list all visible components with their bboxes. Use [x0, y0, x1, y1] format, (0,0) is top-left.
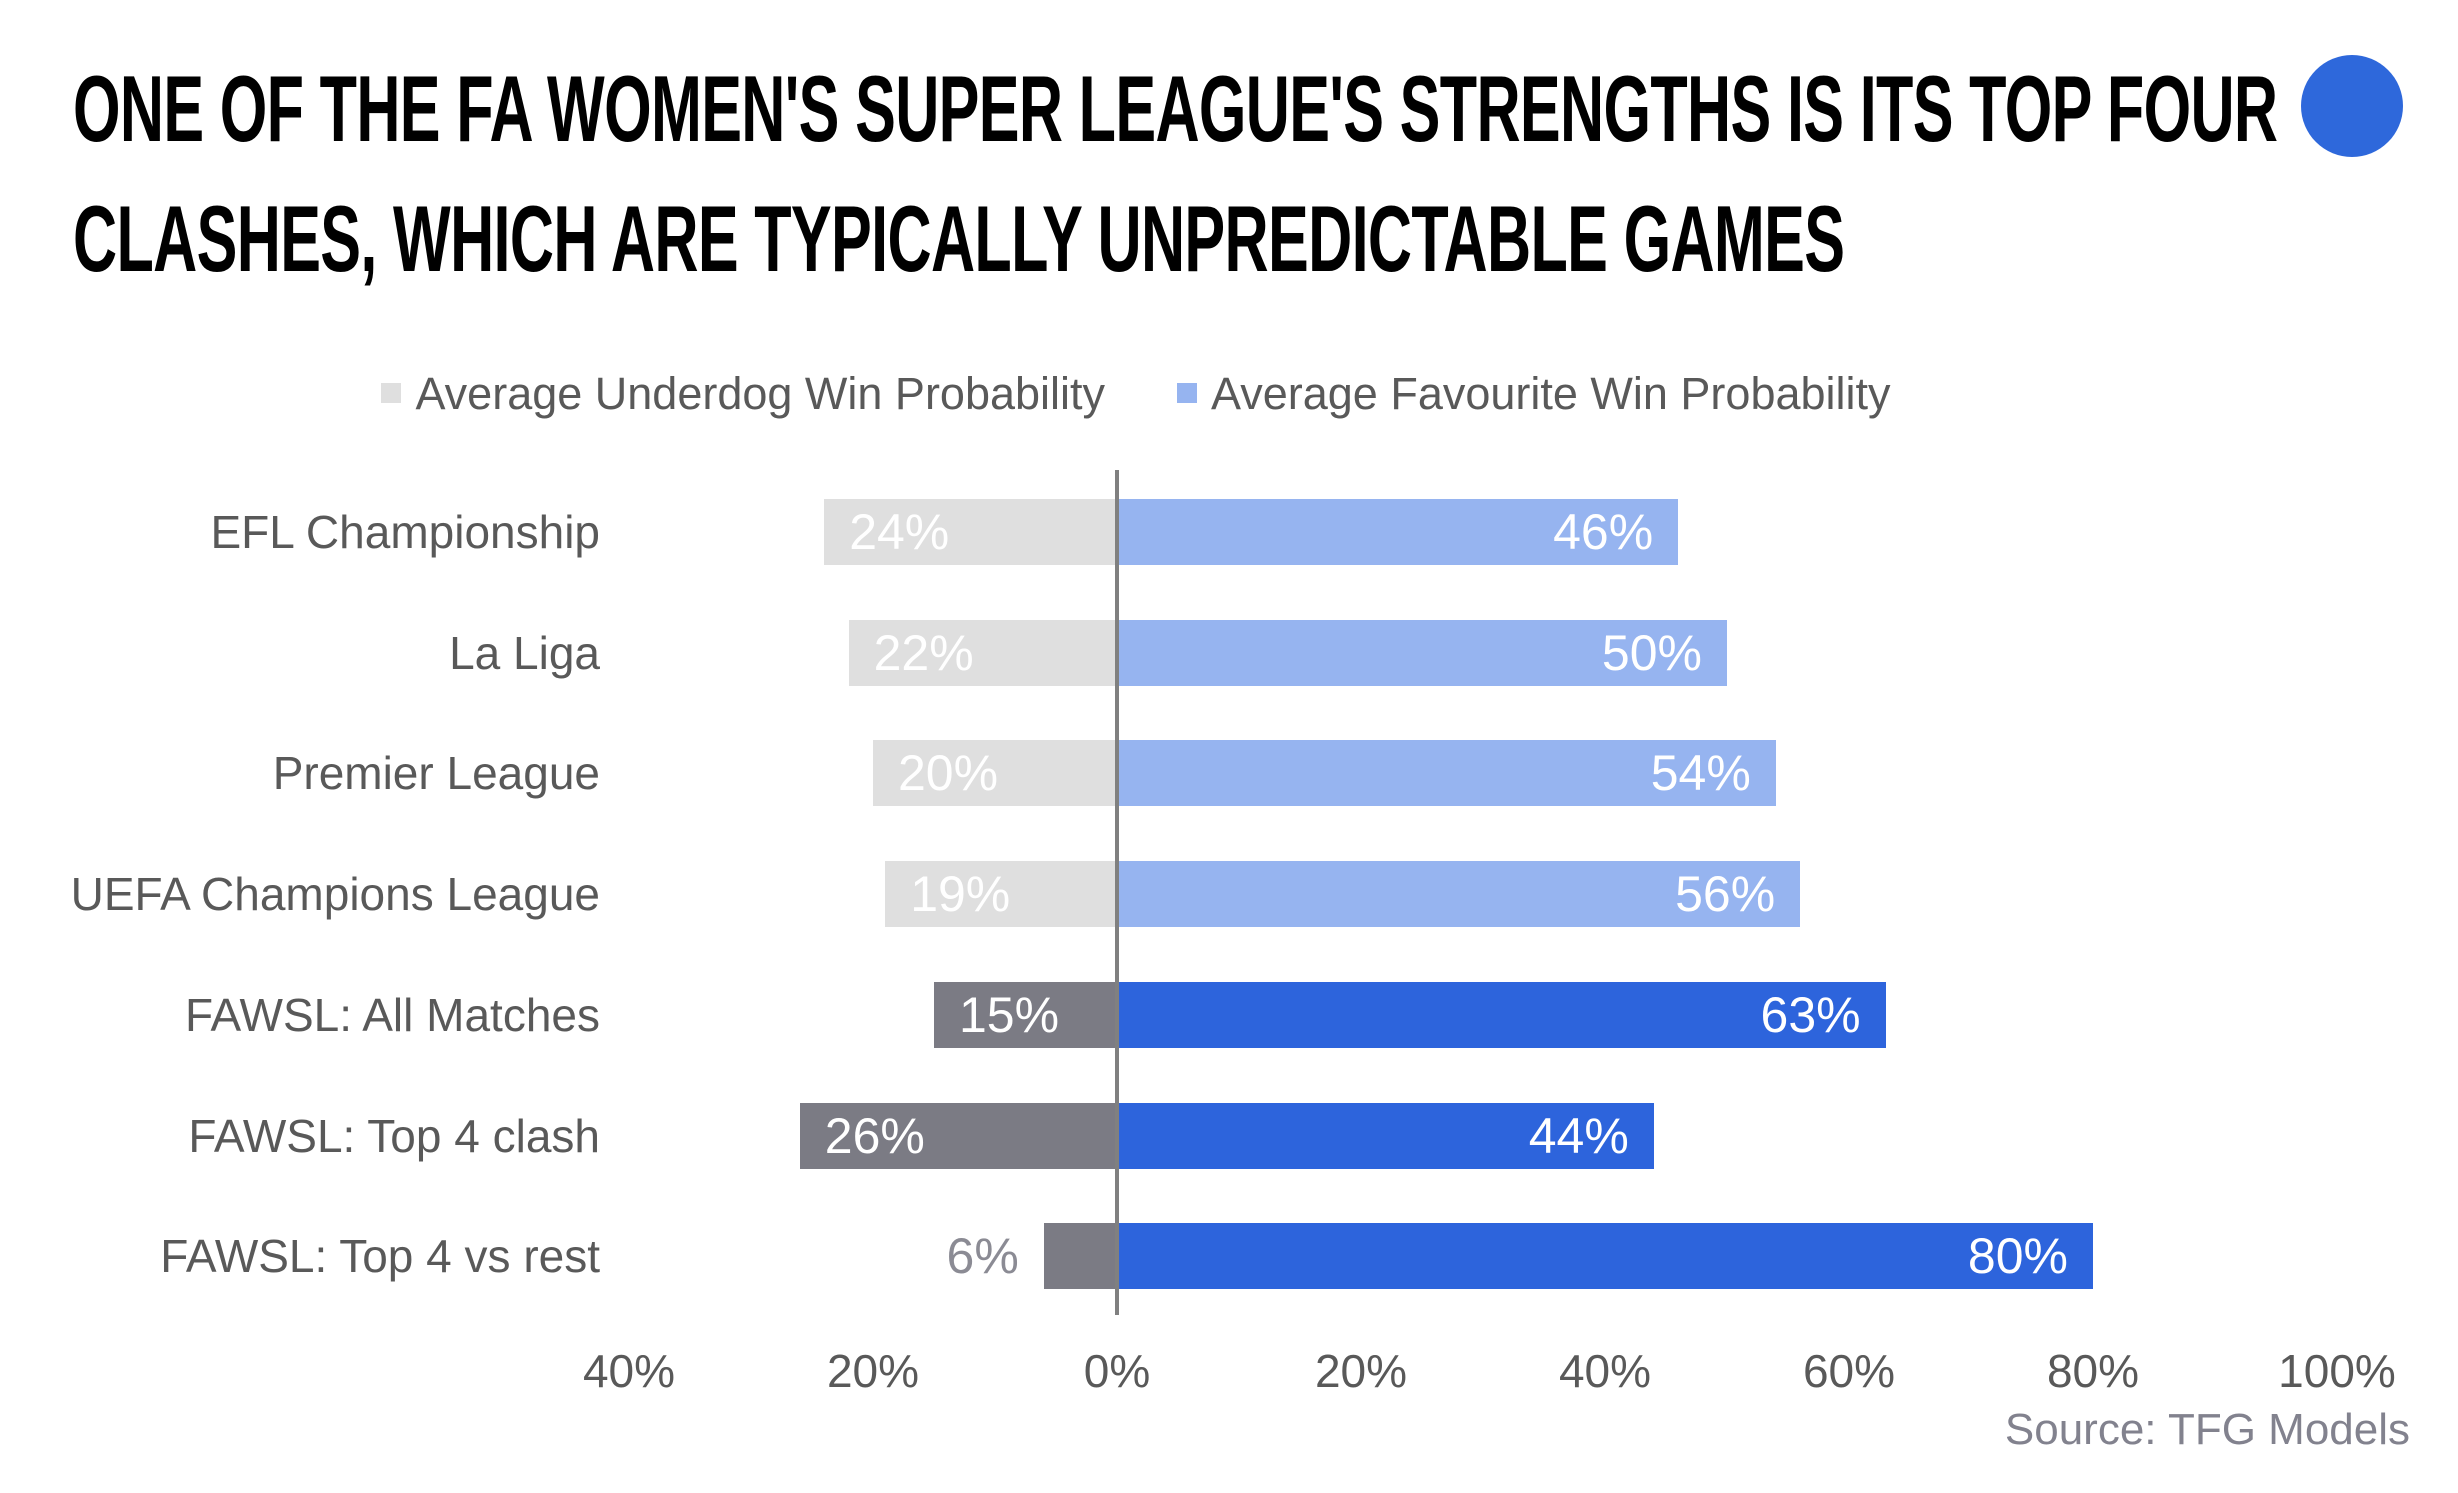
underdog-value-label: 19% — [910, 866, 1011, 923]
category-label: Premier League — [272, 747, 600, 800]
source-note: Source: TFG Models — [2004, 1405, 2410, 1454]
favourite-bar — [1117, 499, 1679, 565]
category-label: FAWSL: Top 4 vs rest — [160, 1230, 600, 1283]
underdog-bar — [848, 619, 1117, 686]
axis-tick-label: 0% — [1083, 1345, 1151, 1397]
axis-tick-label: 20% — [1314, 1345, 1408, 1397]
favourite-bar — [1117, 861, 1801, 928]
legend-marker — [1177, 383, 1198, 403]
underdog-bar — [885, 861, 1117, 928]
favourite-value-label: 54% — [1650, 745, 1751, 802]
underdog-value-label: 24% — [849, 504, 950, 560]
axis-tick-label: 60% — [1802, 1345, 1896, 1397]
legend-marker — [381, 383, 402, 403]
legend-label: Average Favourite Win Probability — [1211, 367, 1891, 419]
category-label: La Liga — [449, 626, 600, 679]
underdog-value-label: 20% — [898, 745, 999, 802]
favourite-bar — [1117, 740, 1776, 807]
chart-title-line-2: CLASHES, WHICH ARE TYPICALLY UNPREDICTAB… — [73, 186, 1845, 291]
category-label: FAWSL: All Matches — [185, 988, 600, 1041]
favourite-value-label: 44% — [1528, 1107, 1629, 1164]
favourite-bar — [1117, 1102, 1654, 1169]
axis-tick-label: 40% — [582, 1345, 676, 1397]
axis-tick-label: 100% — [2278, 1345, 2396, 1397]
underdog-value-label: 26% — [824, 1107, 925, 1164]
brand-dot-icon — [2301, 55, 2403, 157]
underdog-value-label: 22% — [873, 624, 974, 681]
underdog-bar — [824, 499, 1117, 565]
favourite-value-label: 63% — [1760, 986, 1861, 1043]
underdog-bar — [873, 740, 1117, 807]
favourite-value-label: 50% — [1601, 624, 1702, 681]
chart-title-line-1: ONE OF THE FA WOMEN'S SUPER LEAGUE'S STR… — [73, 56, 2278, 161]
favourite-bar — [1117, 981, 1886, 1048]
favourite-value-label: 46% — [1553, 504, 1654, 560]
category-label: EFL Championship — [210, 506, 601, 558]
chart-title: ONE OF THE FA WOMEN'S SUPER LEAGUE'S STR… — [73, 44, 2458, 304]
legend-item-favourite: Average Favourite Win Probability — [1177, 367, 1891, 419]
underdog-bar — [799, 1102, 1117, 1169]
legend-item-underdog: Average Underdog Win Probability — [381, 371, 1105, 416]
zero-axis-line — [1115, 470, 1119, 1315]
favourite-bar — [1117, 1223, 2093, 1290]
legend-label: Average Underdog Win Probability — [415, 367, 1106, 419]
underdog-value-label: 15% — [959, 986, 1060, 1043]
axis-tick-label: 20% — [826, 1345, 920, 1397]
axis-tick-label: 40% — [1558, 1345, 1652, 1397]
underdog-bar — [1043, 1223, 1117, 1290]
favourite-value-label: 80% — [1967, 1228, 2068, 1285]
favourite-value-label: 56% — [1675, 866, 1776, 923]
legend: Average Underdog Win Probability Average… — [0, 358, 2272, 428]
favourite-bar — [1117, 619, 1727, 686]
category-label: UEFA Champions League — [70, 868, 600, 921]
category-label: FAWSL: Top 4 clash — [188, 1109, 600, 1162]
axis-tick-label: 80% — [2046, 1345, 2140, 1397]
underdog-bar — [934, 981, 1117, 1048]
underdog-value-label: 6% — [946, 1228, 1019, 1285]
